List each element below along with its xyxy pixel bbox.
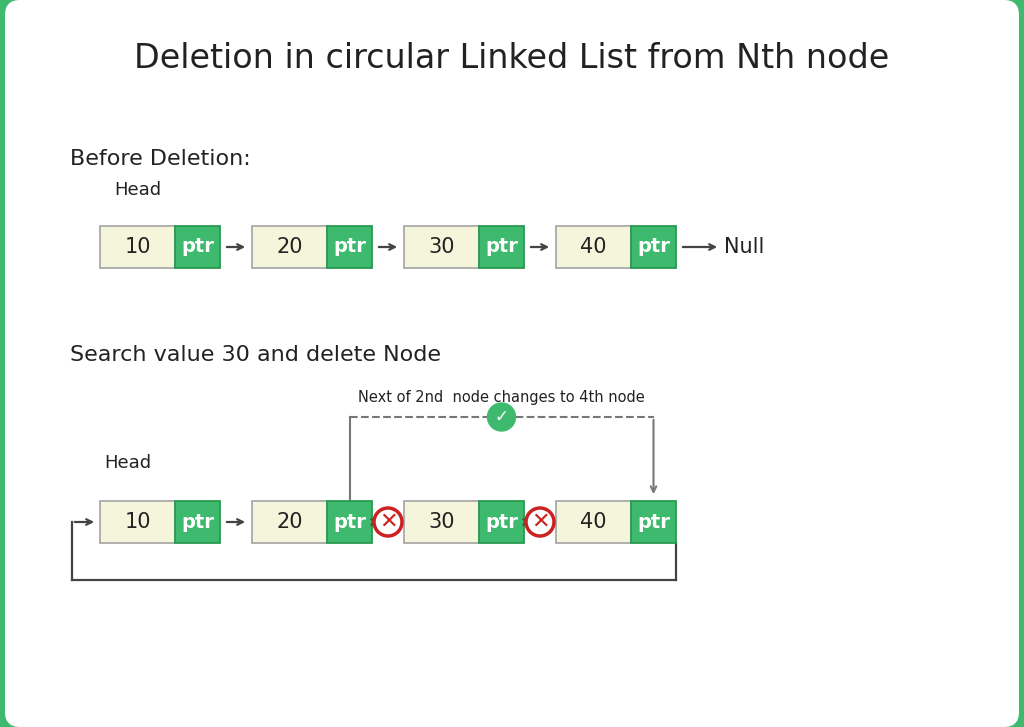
Text: 10: 10: [124, 237, 151, 257]
FancyBboxPatch shape: [556, 226, 631, 268]
FancyBboxPatch shape: [631, 226, 676, 268]
Text: 10: 10: [124, 512, 151, 532]
Text: ptr: ptr: [485, 238, 518, 257]
FancyBboxPatch shape: [252, 226, 327, 268]
Text: 20: 20: [276, 237, 303, 257]
Circle shape: [526, 508, 554, 536]
Text: 30: 30: [428, 237, 455, 257]
FancyBboxPatch shape: [404, 226, 479, 268]
Text: 40: 40: [581, 512, 607, 532]
FancyBboxPatch shape: [175, 226, 220, 268]
FancyBboxPatch shape: [175, 501, 220, 543]
FancyBboxPatch shape: [327, 501, 372, 543]
FancyBboxPatch shape: [556, 501, 631, 543]
FancyBboxPatch shape: [100, 226, 175, 268]
Text: ptr: ptr: [333, 513, 366, 531]
Text: ptr: ptr: [637, 513, 670, 531]
Text: ✓: ✓: [495, 408, 509, 426]
Text: Search value 30 and delete Node: Search value 30 and delete Node: [70, 345, 441, 365]
FancyBboxPatch shape: [479, 501, 524, 543]
Text: ptr: ptr: [637, 238, 670, 257]
Text: ptr: ptr: [181, 238, 214, 257]
FancyBboxPatch shape: [327, 226, 372, 268]
Text: ✕: ✕: [379, 512, 397, 532]
FancyBboxPatch shape: [404, 501, 479, 543]
Text: ptr: ptr: [485, 513, 518, 531]
Text: ptr: ptr: [181, 513, 214, 531]
Text: Deletion in circular Linked List from Nth node: Deletion in circular Linked List from Nt…: [134, 42, 890, 75]
FancyBboxPatch shape: [479, 226, 524, 268]
Text: Head: Head: [104, 454, 152, 472]
Text: Head: Head: [114, 181, 161, 199]
Text: Null: Null: [724, 237, 764, 257]
Circle shape: [374, 508, 402, 536]
FancyBboxPatch shape: [252, 501, 327, 543]
Text: Next of 2nd  node changes to 4th node: Next of 2nd node changes to 4th node: [358, 390, 645, 405]
FancyBboxPatch shape: [100, 501, 175, 543]
Circle shape: [487, 403, 515, 431]
Text: 40: 40: [581, 237, 607, 257]
FancyBboxPatch shape: [5, 0, 1019, 727]
Text: 30: 30: [428, 512, 455, 532]
FancyBboxPatch shape: [631, 501, 676, 543]
Text: ptr: ptr: [333, 238, 366, 257]
Text: ✕: ✕: [530, 512, 549, 532]
Text: 20: 20: [276, 512, 303, 532]
Text: Before Deletion:: Before Deletion:: [70, 149, 251, 169]
